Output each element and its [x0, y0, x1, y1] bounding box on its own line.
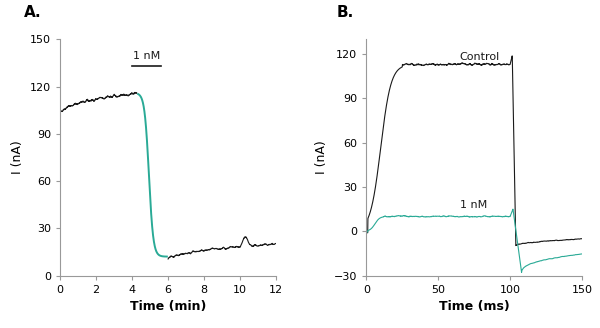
- Text: B.: B.: [336, 5, 353, 20]
- Text: A.: A.: [24, 5, 41, 20]
- Text: 1 nM: 1 nM: [133, 51, 160, 61]
- Y-axis label: I (nA): I (nA): [316, 141, 328, 174]
- Text: Control: Control: [460, 52, 500, 62]
- X-axis label: Time (min): Time (min): [130, 300, 206, 313]
- X-axis label: Time (ms): Time (ms): [439, 300, 509, 313]
- Y-axis label: I (nA): I (nA): [11, 141, 24, 174]
- Text: 1 nM: 1 nM: [460, 200, 487, 210]
